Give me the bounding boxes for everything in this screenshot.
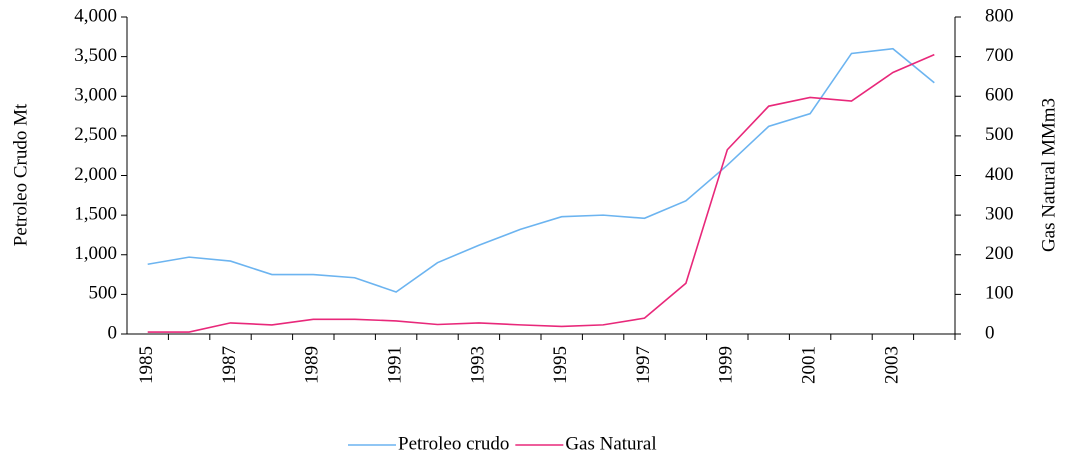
legend-label: Gas Natural: [565, 433, 656, 454]
y-tick-label: 3,500: [74, 45, 117, 66]
x-tick-label: 1987: [219, 346, 240, 384]
legend-label: Petroleo crudo: [398, 433, 509, 454]
x-tick-label: 1993: [467, 346, 488, 384]
y-tick-label: 0: [108, 322, 118, 343]
x-tick-label: 2001: [798, 346, 819, 384]
x-tick-label: 2003: [881, 346, 902, 384]
y2-tick-label: 300: [985, 203, 1014, 224]
x-tick-label: 1997: [633, 346, 654, 384]
series-line: [147, 47, 935, 293]
y-tick-label: 1,000: [74, 243, 117, 264]
y-tick-label: 4,000: [74, 5, 117, 26]
x-tick-label: 1999: [716, 346, 737, 384]
x-tick-label: 1995: [550, 346, 571, 384]
y2-tick-label: 800: [985, 5, 1014, 26]
y-tick-label: 3,000: [74, 85, 117, 106]
y-tick-label: 1,500: [74, 203, 117, 224]
y2-tick-label: 700: [985, 45, 1014, 66]
y-tick-label: 2,500: [74, 124, 117, 145]
y2-axis-title: Gas Natural MMm3: [1038, 98, 1059, 252]
x-tick-label: 1989: [302, 346, 323, 384]
series-line: [147, 53, 935, 333]
y2-tick-label: 200: [985, 243, 1014, 264]
x-tick-label: 1985: [136, 346, 157, 384]
y2-tick-label: 0: [985, 322, 995, 343]
y2-tick-label: 500: [985, 124, 1014, 145]
y-tick-label: 2,000: [74, 164, 117, 185]
y2-tick-label: 600: [985, 85, 1014, 106]
x-tick-label: 1991: [384, 346, 405, 384]
y-tick-label: 500: [89, 283, 118, 304]
y-axis-title: Petroleo Crudo Mt: [10, 103, 31, 246]
y2-tick-label: 100: [985, 283, 1014, 304]
y2-tick-label: 400: [985, 164, 1014, 185]
